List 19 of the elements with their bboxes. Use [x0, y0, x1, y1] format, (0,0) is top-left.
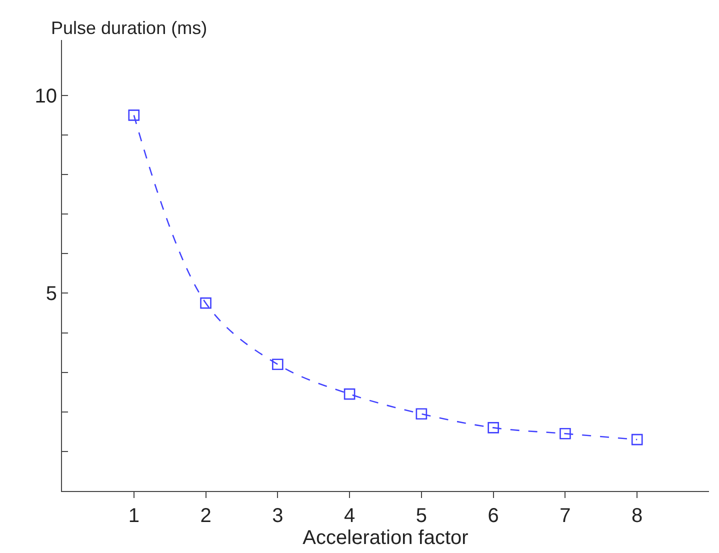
x-tick-label: 7	[560, 505, 571, 527]
point	[128, 110, 140, 121]
point	[200, 297, 212, 309]
point	[631, 434, 643, 446]
x-tick-label: 2	[200, 505, 212, 527]
point	[344, 388, 356, 400]
x-tick-label: 8	[632, 505, 643, 527]
x-tick-label: 3	[272, 505, 284, 527]
x-tick-label: 4	[344, 505, 356, 527]
x-tick-label: 6	[488, 505, 499, 527]
x-axis-title: Acceleration factor	[302, 527, 469, 549]
x-tick-label: 1	[128, 505, 140, 527]
point	[272, 358, 284, 370]
point	[560, 428, 571, 440]
y-axis-title: Pulse duration (ms)	[51, 18, 208, 38]
point	[488, 422, 499, 434]
x-tick-label: 5	[416, 505, 428, 527]
point	[416, 408, 428, 420]
y-tick-label: 10	[34, 85, 57, 108]
